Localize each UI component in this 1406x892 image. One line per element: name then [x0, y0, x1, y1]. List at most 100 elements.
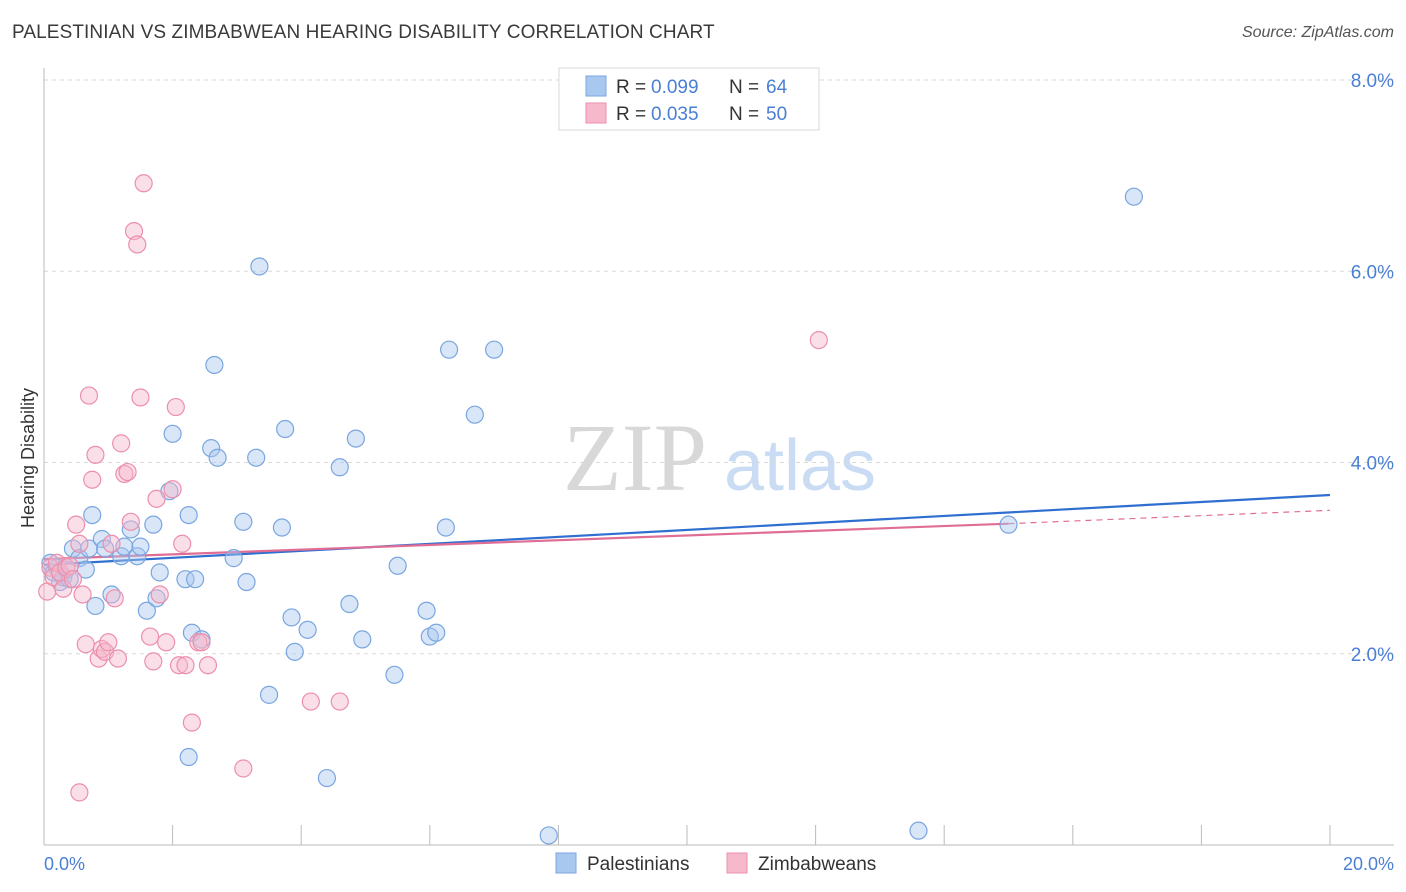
legend-n-value-1: 64	[766, 77, 788, 98]
data-point-palestinians	[179, 505, 198, 525]
y-tick-label: 2.0%	[1351, 645, 1394, 666]
data-point-palestinians	[234, 512, 253, 531]
data-point-palestinians	[388, 556, 407, 575]
data-point-zimbabweans	[70, 534, 89, 553]
data-point-zimbabweans	[57, 558, 76, 577]
legend-n-value-2: 50	[766, 104, 787, 125]
data-point-zimbabweans	[63, 570, 83, 589]
data-point-zimbabweans	[140, 627, 160, 646]
data-point-palestinians	[208, 448, 227, 467]
data-point-zimbabweans	[157, 633, 176, 652]
data-point-palestinians	[121, 520, 140, 539]
data-point-zimbabweans	[86, 445, 105, 464]
data-point-palestinians	[70, 549, 89, 568]
data-points	[38, 174, 1143, 845]
data-point-palestinians	[247, 448, 266, 467]
data-point-palestinians	[163, 424, 182, 443]
data-point-zimbabweans	[102, 534, 121, 553]
axes: 2.0% 4.0% 6.0% 8.0%	[43, 68, 1394, 846]
data-point-zimbabweans	[89, 649, 108, 668]
data-point-zimbabweans	[192, 633, 211, 652]
data-point-zimbabweans	[105, 589, 124, 608]
data-point-palestinians	[539, 826, 558, 845]
legend-swatch-palestinians	[585, 75, 607, 97]
data-point-zimbabweans	[182, 713, 201, 732]
data-point-palestinians	[92, 529, 111, 549]
data-point-palestinians	[317, 768, 337, 788]
data-point-zimbabweans	[176, 656, 195, 675]
data-point-palestinians	[83, 505, 102, 525]
data-point-palestinians	[330, 458, 349, 477]
data-point-zimbabweans	[234, 759, 253, 778]
data-point-zimbabweans	[67, 515, 86, 534]
x-tick-label-min: 0.0%	[44, 854, 85, 874]
trend-line-palestinians	[43, 493, 1331, 566]
watermark-zip: ZIP	[563, 404, 707, 511]
data-point-palestinians	[439, 340, 459, 359]
data-point-palestinians	[485, 340, 504, 359]
data-point-zimbabweans	[173, 534, 192, 553]
legend-n-label-2: N =	[729, 104, 759, 125]
data-point-zimbabweans	[121, 512, 140, 531]
data-point-zimbabweans	[73, 585, 92, 604]
data-point-palestinians	[999, 515, 1018, 534]
data-point-zimbabweans	[150, 585, 169, 604]
data-point-zimbabweans	[70, 783, 89, 802]
data-point-zimbabweans	[301, 692, 320, 711]
source-label: Source: ZipAtlas.com	[1241, 24, 1394, 41]
data-point-zimbabweans	[83, 470, 102, 489]
data-point-zimbabweans	[112, 434, 131, 453]
legend-r-label-2: R =	[616, 104, 646, 125]
legend-r-label-1: R =	[616, 77, 646, 98]
bottom-legend-label-zimbabweans: Zimbabweans	[758, 854, 876, 875]
data-point-palestinians	[385, 665, 404, 684]
data-point-zimbabweans	[99, 633, 118, 652]
data-point-palestinians	[346, 429, 365, 448]
data-point-palestinians	[179, 747, 198, 767]
data-point-palestinians	[150, 563, 169, 582]
data-point-palestinians	[86, 596, 105, 616]
bottom-legend-label-palestinians: Palestinians	[587, 854, 689, 875]
data-point-palestinians	[131, 537, 150, 556]
data-point-palestinians	[182, 623, 201, 642]
data-point-palestinians	[237, 572, 256, 592]
y-tick-label: 4.0%	[1351, 454, 1394, 475]
legend-r-value-2: 0.035	[651, 104, 699, 125]
data-point-palestinians	[285, 642, 304, 661]
data-point-palestinians	[205, 355, 224, 375]
data-point-palestinians	[112, 547, 131, 566]
watermark-atlas: atlas	[724, 426, 876, 506]
data-point-palestinians	[465, 405, 484, 424]
y-tick-label: 6.0%	[1351, 262, 1394, 283]
data-point-zimbabweans	[330, 692, 349, 711]
data-point-palestinians	[250, 257, 269, 276]
data-point-palestinians	[282, 608, 301, 627]
legend-swatch-zimbabweans	[585, 102, 607, 124]
data-point-zimbabweans	[166, 397, 185, 417]
data-point-zimbabweans	[163, 480, 182, 499]
gridlines	[44, 79, 1394, 655]
data-point-palestinians	[176, 570, 195, 589]
legend-n-label-1: N =	[729, 77, 759, 98]
data-point-palestinians	[340, 594, 359, 614]
x-tick-label-max: 20.0%	[1343, 854, 1394, 874]
data-point-palestinians	[137, 601, 156, 620]
trend-line-zimbabweans	[43, 522, 1009, 561]
data-point-palestinians	[1124, 187, 1143, 206]
data-point-zimbabweans	[76, 635, 95, 654]
data-point-zimbabweans	[169, 656, 189, 675]
data-point-palestinians	[79, 539, 99, 558]
data-point-palestinians	[144, 515, 163, 534]
data-point-palestinians	[417, 601, 436, 620]
data-point-palestinians	[186, 570, 205, 589]
bottom-legend: Palestinians Zimbabweans	[555, 852, 876, 875]
data-point-palestinians	[909, 821, 928, 840]
data-point-palestinians	[259, 685, 279, 704]
data-point-palestinians	[298, 620, 317, 639]
data-point-palestinians	[128, 547, 147, 566]
data-point-zimbabweans	[134, 174, 153, 193]
legend-r-value-1: 0.099	[651, 77, 699, 98]
trend-line-zimbabweans-extension	[1008, 509, 1331, 525]
data-point-zimbabweans	[118, 462, 137, 482]
